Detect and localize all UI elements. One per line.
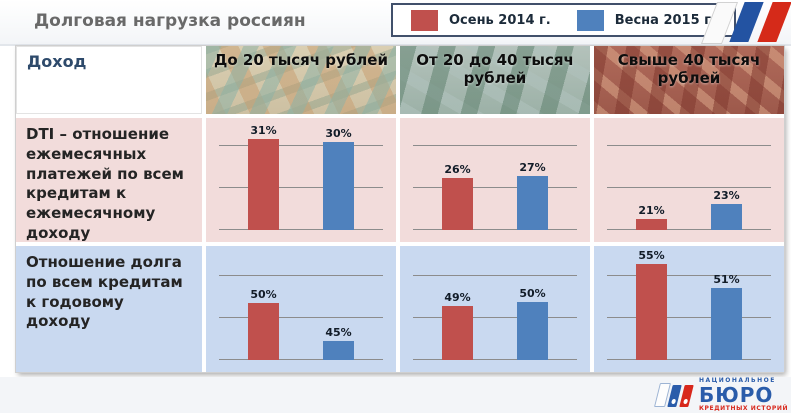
column-header-label: До 20 тысяч рублей <box>214 51 388 69</box>
chart-cell-debt-over-40k: 55% 51% <box>594 246 784 372</box>
bar-value-label: 51% <box>713 273 740 286</box>
column-header-under-20k: До 20 тысяч рублей <box>206 46 396 114</box>
bar-spring-2015 <box>323 341 354 360</box>
chart-cell-dti-20-40k: 26% 27% <box>400 118 590 242</box>
chart-gridline <box>219 187 383 188</box>
bar-autumn-2014 <box>248 303 279 360</box>
chart-cell-debt-under-20k: 50% 45% <box>206 246 396 372</box>
book-red <box>679 385 694 407</box>
header-band: Долговая нагрузка россиян Осень 2014 г. … <box>0 0 791 46</box>
bar-value-label: 49% <box>444 291 471 304</box>
chart-gridline <box>413 359 577 360</box>
bar-autumn-2014 <box>636 219 667 230</box>
mini-bar-chart: 21% 23% <box>594 118 784 242</box>
legend-swatch-autumn-icon <box>411 9 438 31</box>
column-header-over-40k: Свыше 40 тысяч рублей <box>594 46 784 114</box>
legend-swatch-spring-icon <box>576 9 604 31</box>
bar-value-label: 27% <box>519 161 546 174</box>
bar-autumn-2014 <box>636 264 667 360</box>
nbki-text-top: НАЦИОНАЛЬНОЕ <box>699 377 776 384</box>
russia-flag-icon <box>700 0 791 44</box>
nbki-text-main: БЮРО <box>699 383 774 407</box>
bar-value-label: 50% <box>519 287 546 300</box>
bar-value-label: 26% <box>444 163 471 176</box>
mini-bar-chart: 26% 27% <box>400 118 590 242</box>
bar-value-label: 31% <box>250 124 277 137</box>
bar-value-label: 23% <box>713 189 740 202</box>
bar-autumn-2014 <box>248 139 279 230</box>
chart-gridline <box>607 275 771 276</box>
flag-stripe-red <box>757 2 791 42</box>
bar-spring-2015 <box>711 204 742 230</box>
legend: Осень 2014 г. Весна 2015 г. <box>391 3 736 37</box>
bar-spring-2015 <box>711 288 742 360</box>
legend-item-spring-2015: Весна 2015 г. <box>576 9 716 31</box>
chart-cell-debt-20-40k: 49% 50% <box>400 246 590 372</box>
legend-label: Осень 2014 г. <box>449 12 551 28</box>
page-title: Долговая нагрузка россиян <box>34 11 306 31</box>
chart-gridline <box>413 145 577 146</box>
chart-gridline <box>219 145 383 146</box>
chart-gridline <box>413 275 577 276</box>
chart-gridline <box>607 145 771 146</box>
bar-value-label: 55% <box>638 249 665 262</box>
bar-value-label: 45% <box>325 326 352 339</box>
chart-cell-dti-over-40k: 21% 23% <box>594 118 784 242</box>
chart-gridline <box>413 229 577 230</box>
chart-gridline <box>413 187 577 188</box>
mini-bar-chart: 49% 50% <box>400 246 590 372</box>
nbki-text-bottom: КРЕДИТНЫХ ИСТОРИЙ <box>699 405 789 412</box>
chart-gridline <box>413 317 577 318</box>
chart-gridline <box>607 317 771 318</box>
bar-spring-2015 <box>323 142 354 230</box>
column-header-label: Свыше 40 тысяч рублей <box>617 51 761 87</box>
bar-value-label: 30% <box>325 127 352 140</box>
mini-bar-chart: 50% 45% <box>206 246 396 372</box>
column-header-20-40k: От 20 до 40 тысяч рублей <box>400 46 590 114</box>
row-label-debt-to-annual-income: Отношение долга по всем кредитам к годов… <box>16 246 202 372</box>
column-header-label: От 20 до 40 тысяч рублей <box>416 51 574 87</box>
chart-gridline <box>607 359 771 360</box>
debt-load-table: Доход До 20 тысяч рублей От 20 до 40 тыс… <box>15 45 785 373</box>
bar-value-label: 21% <box>638 204 665 217</box>
legend-item-autumn-2014: Осень 2014 г. <box>411 9 551 31</box>
chart-gridline <box>219 275 383 276</box>
mini-bar-chart: 31% 30% <box>206 118 396 242</box>
bar-autumn-2014 <box>442 306 473 360</box>
bar-autumn-2014 <box>442 178 473 230</box>
chart-gridline <box>219 229 383 230</box>
mini-bar-chart: 55% 51% <box>594 246 784 372</box>
chart-cell-dti-under-20k: 31% 30% <box>206 118 396 242</box>
chart-gridline <box>219 359 383 360</box>
nbki-logo-text: НАЦИОНАЛЬНОЕ БЮРО КРЕДИТНЫХ ИСТОРИЙ <box>699 378 788 412</box>
legend-label: Весна 2015 г. <box>614 12 716 28</box>
bar-value-label: 50% <box>250 288 277 301</box>
chart-gridline <box>607 229 771 230</box>
bar-spring-2015 <box>517 302 548 360</box>
nbki-books-icon <box>654 382 694 408</box>
income-corner-cell: Доход <box>16 46 202 114</box>
row-label-dti: DTI – отношение ежемесячных платежей по … <box>16 118 202 242</box>
chart-gridline <box>219 317 383 318</box>
chart-gridline <box>607 187 771 188</box>
bar-spring-2015 <box>517 176 548 230</box>
nbki-logo: НАЦИОНАЛЬНОЕ БЮРО КРЕДИТНЫХ ИСТОРИЙ <box>654 378 788 412</box>
